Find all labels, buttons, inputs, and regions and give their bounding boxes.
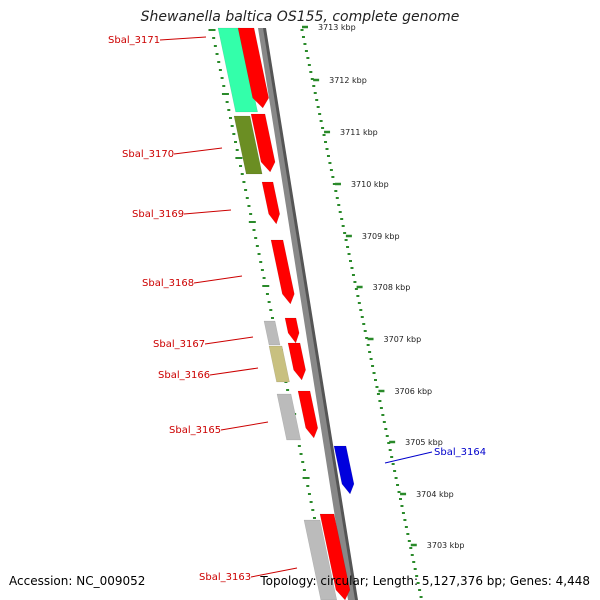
gene-label-sbal-3168: Sbal_3168 (142, 278, 194, 289)
gene-label-sbal-3164: Sbal_3164 (434, 447, 486, 458)
gene-leader-line (250, 567, 298, 578)
scale-label: 3713 kbp (318, 23, 356, 32)
gene-arrow-sbal-3163 (319, 513, 351, 600)
gene-leader-line (384, 451, 433, 464)
scale-label: 3709 kbp (362, 232, 400, 241)
accession-label: Accession: NC_009052 (9, 574, 146, 588)
genome-summary: Topology: circular; Length: 5,127,376 bp… (260, 574, 590, 588)
scale-label: 3710 kbp (351, 180, 389, 189)
gene-leader-line (204, 336, 254, 345)
gene-arrow-sbal-3169 (261, 181, 280, 225)
gene-leader-line (209, 367, 259, 376)
gene-label-sbal-3166: Sbal_3166 (158, 370, 210, 381)
gene-arrow-sbal-3166 (287, 342, 306, 381)
gene-label-sbal-3163: Sbal_3163 (199, 572, 251, 583)
track-block-grey (263, 320, 281, 346)
scale-label: 3703 kbp (427, 541, 465, 550)
gene-arrow-sbal-3170 (250, 113, 276, 173)
scale-label: 3707 kbp (384, 335, 422, 344)
scale-label: 3708 kbp (373, 283, 411, 292)
map-title: Shewanella baltica OS155, complete genom… (140, 9, 460, 25)
scale-label: 3704 kbp (416, 490, 454, 499)
track-block-olive (233, 115, 263, 175)
gene-label-sbal-3170: Sbal_3170 (122, 149, 174, 160)
gene-leader-line (220, 421, 269, 431)
gene-leader-line (173, 147, 223, 155)
track-block-grey (303, 519, 338, 600)
gene-label-sbal-3165: Sbal_3165 (169, 425, 221, 436)
gene-leader-line (193, 275, 243, 284)
track-block-grey (276, 393, 301, 441)
scale-label: 3706 kbp (394, 387, 432, 396)
genome-backbone (258, 28, 356, 600)
scale-label: 3711 kbp (340, 128, 378, 137)
gene-label-sbal-3171: Sbal_3171 (108, 35, 160, 46)
gene-leader-line (183, 209, 232, 215)
track-block-cyan (217, 27, 258, 113)
gene-arrow-sbal-3164 (333, 445, 355, 495)
gene-arrow-sbal-3168 (270, 239, 295, 305)
scale-label: 3705 kbp (405, 438, 443, 447)
gene-arrow-sbal-3165 (297, 390, 319, 439)
genome-backbone-shadow (263, 28, 358, 600)
track-block-khaki (268, 345, 290, 383)
gene-label-sbal-3167: Sbal_3167 (153, 339, 205, 350)
gene-leader-line (159, 36, 207, 41)
gene-label-sbal-3169: Sbal_3169 (132, 209, 184, 220)
gene-arrow-sbal-3167 (284, 317, 300, 344)
gene-arrow-sbal-3171 (237, 27, 269, 109)
scale-label: 3712 kbp (329, 76, 367, 85)
